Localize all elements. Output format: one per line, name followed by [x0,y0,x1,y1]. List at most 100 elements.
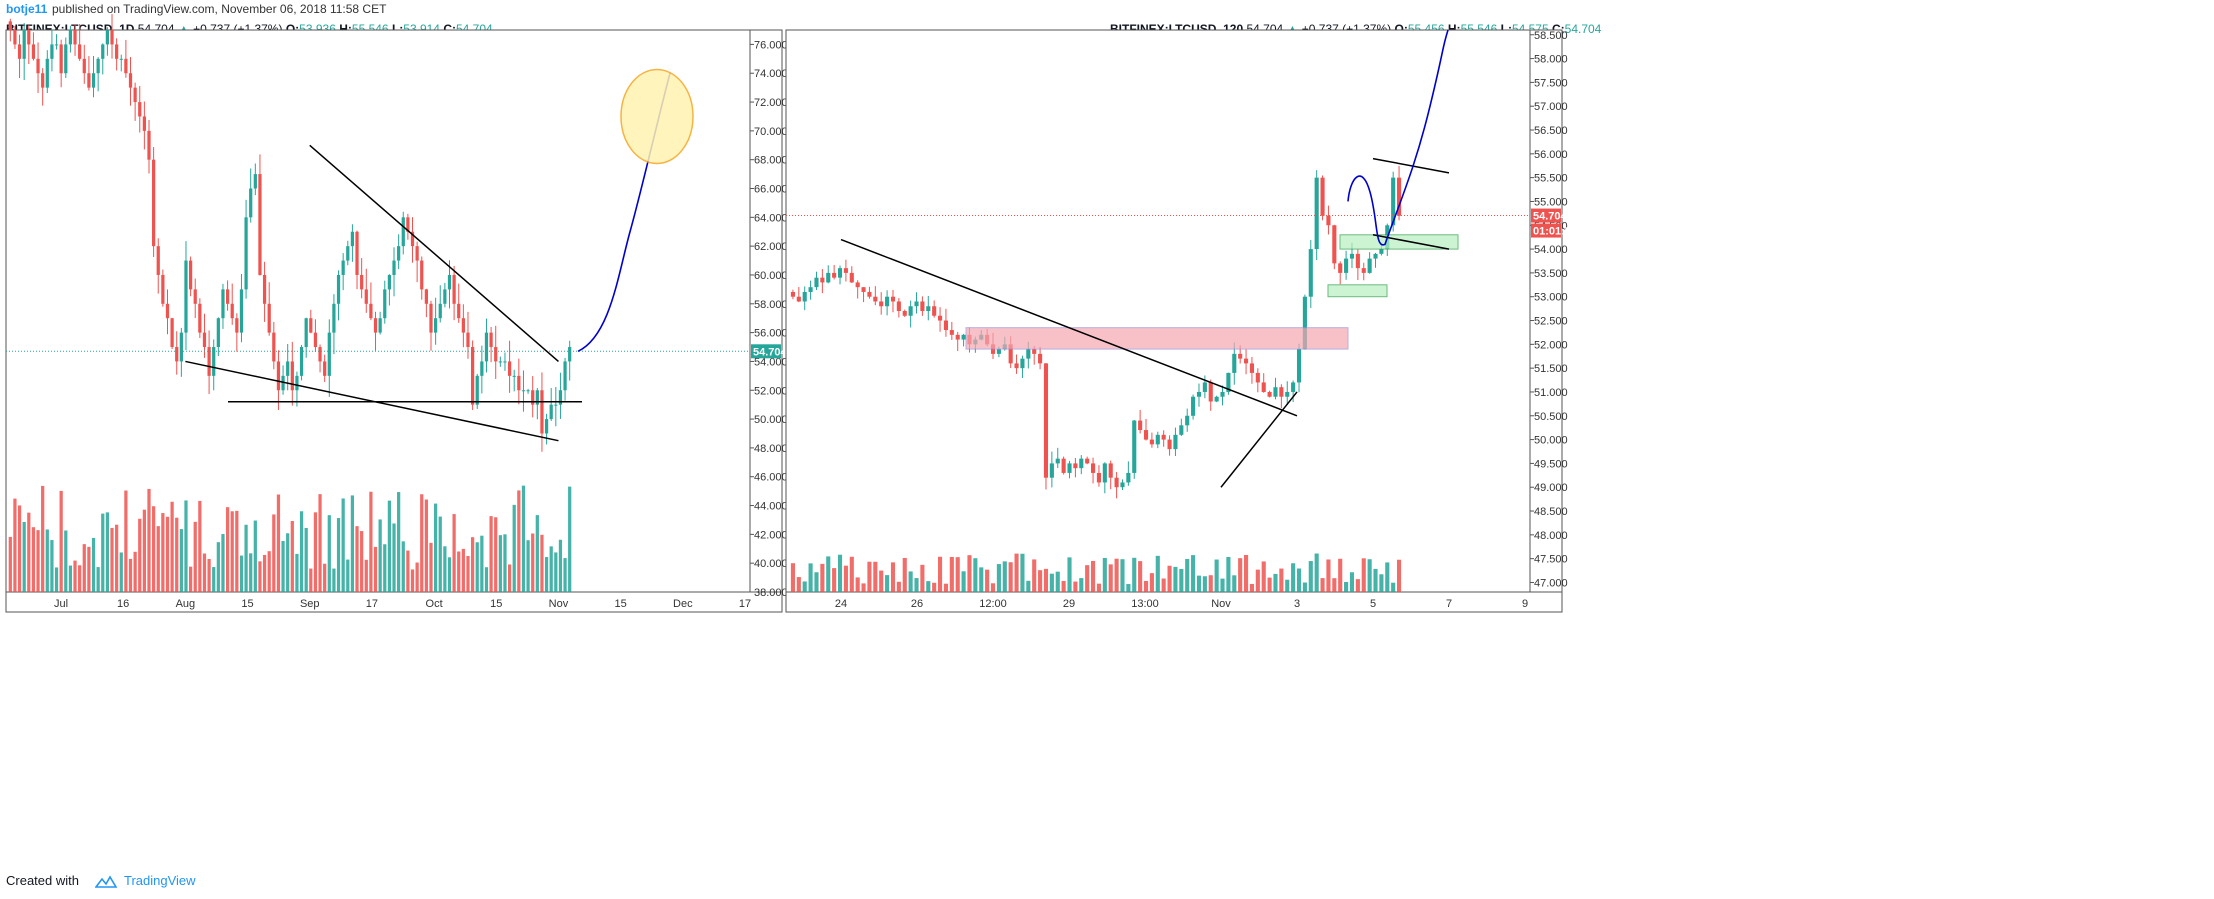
volume-bar [1338,558,1343,592]
candle-body [286,361,290,376]
tradingview-logo-icon [94,874,117,888]
candle-body [369,303,373,319]
volume-bar [1279,568,1284,592]
candle-body [406,217,410,232]
volume-bar [1214,559,1219,592]
candle-body [1043,363,1049,478]
candle-body [961,334,966,340]
right_panel-ytick-label: 58.500 [1534,30,1568,42]
right_panel-xtick-label: 13:00 [1131,598,1159,610]
candle-body [563,361,567,391]
author-link[interactable]: botje11 [6,2,48,16]
candle-body [1096,472,1102,483]
candle-body [1379,249,1384,254]
volume-bar [429,542,433,592]
right_panel-xtick-label: 5 [1370,598,1376,610]
volume-bar [73,560,77,592]
candle-body [498,361,502,363]
candle-body [355,231,359,275]
left_panel-xtick-label: Nov [549,598,569,610]
volume-bar [461,548,465,592]
candle-body [239,289,244,333]
candle-body [1014,363,1019,369]
volume-bar [262,554,267,592]
candle-body [452,274,456,304]
candle-body [244,217,248,290]
volume-bar [1385,562,1390,592]
candle-body [855,282,860,288]
right_panel-ytick-label: 49.500 [1534,458,1568,470]
candle-body [96,58,100,74]
candle-body [1120,482,1125,488]
right_panel-ytick-label: 56.500 [1534,125,1568,137]
volume-bar [826,556,831,592]
left-low-label: L: [391,22,404,36]
right_panel-ytick-label: 50.000 [1534,435,1568,447]
volume-bar [1232,575,1237,592]
volume-bar [350,495,355,592]
volume-bar [119,552,123,592]
volume-bar [1261,561,1266,592]
volume-bar [267,551,271,592]
volume-bar [996,564,1001,592]
volume-bar [967,555,972,592]
candle-body [512,375,516,377]
volume-bar [535,515,539,592]
candle-body [932,306,937,316]
publish-info: published on TradingView.com, November 0… [52,2,387,16]
candle-body [17,44,22,59]
volume-bar [332,568,336,592]
volume-bar [1049,573,1054,592]
volume-bar [452,514,456,592]
candle-body [272,332,276,362]
volume-bar [1320,578,1325,592]
volume-bar [212,567,216,592]
candle-body [198,303,202,333]
volume-bar [979,567,984,592]
right_panel-ytick-label: 49.000 [1534,482,1568,494]
volume-bar [420,494,424,592]
volume-bar [498,535,502,592]
candle-body [1038,353,1043,364]
left_panel-ytick-label: 52.000 [754,385,788,397]
volume-bar [1249,583,1255,592]
volume-bar [175,517,179,592]
candle-body [1008,344,1013,364]
candle-body [124,58,128,74]
volume-bar [832,568,837,592]
candle-body [937,315,943,321]
right_panel-ytick-label: 48.000 [1534,530,1568,542]
tradingview-link[interactable]: TradingView [124,873,196,888]
candle-body [1338,263,1343,273]
volume-bar [484,567,489,592]
candle-body [341,260,345,275]
volume-bar [540,534,544,592]
volume-bar [59,490,63,592]
right_panel-trendline [1220,391,1298,488]
volume-bar [503,534,507,592]
candle-body [1032,349,1037,354]
candle-body [475,375,479,405]
candle-body [221,289,225,319]
right_panel-ytick-label: 58.000 [1534,54,1568,66]
volume-bar [1202,576,1207,592]
candle-body [1373,253,1378,259]
right_panel-xtick-label: 26 [911,598,923,610]
candle-body [1085,458,1090,464]
candle-body [494,347,498,362]
volume-bar [161,513,165,592]
candle-body [91,73,96,88]
volume-bar [1073,581,1078,592]
candle-body [1102,463,1107,483]
volume-bar [820,563,825,592]
candle-body [808,287,813,292]
candle-body [1061,458,1066,473]
volume-bar [318,494,322,592]
right_panel-ytick-label: 51.500 [1534,363,1568,375]
volume-bar [563,558,567,592]
candle-body [105,30,110,45]
candle-body [313,332,318,348]
left_panel-ytick-label: 66.000 [754,184,788,196]
candle-body [225,289,230,304]
